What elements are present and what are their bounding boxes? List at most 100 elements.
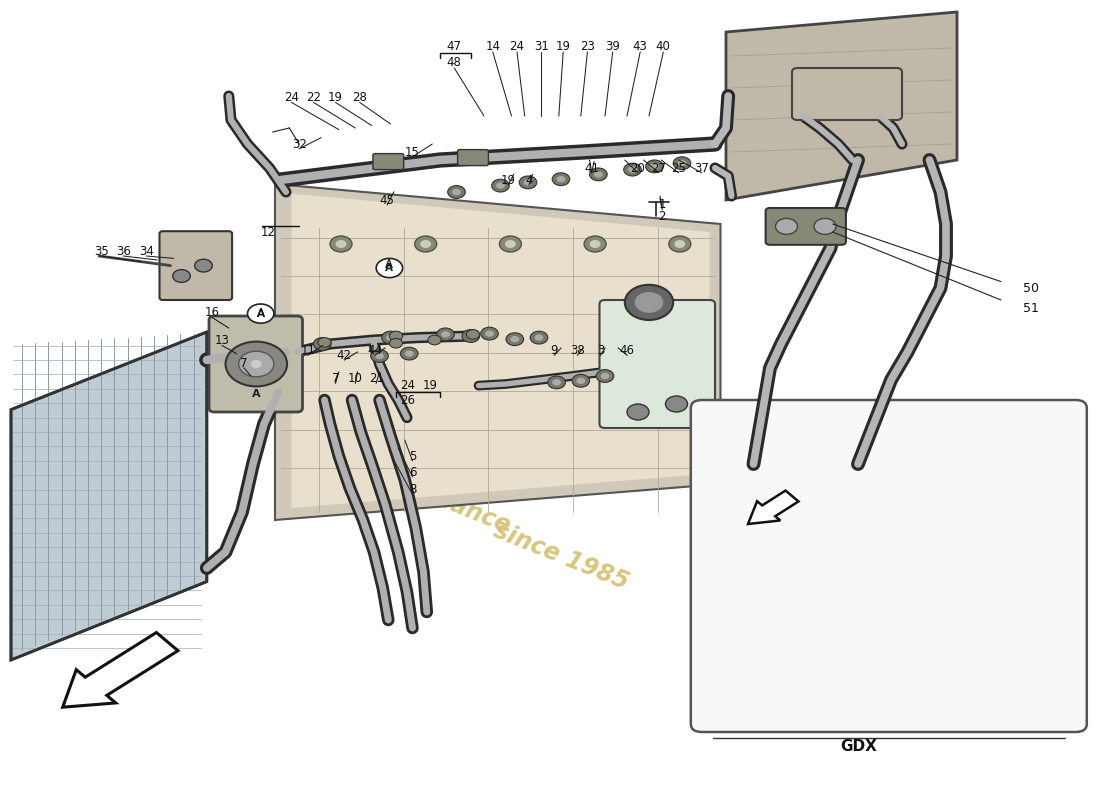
Circle shape [492,179,509,192]
Circle shape [448,186,465,198]
Text: 19: 19 [500,174,516,186]
Text: GDX: GDX [840,739,878,754]
Text: A: A [256,307,265,320]
Text: A: A [385,258,394,270]
Circle shape [590,240,601,248]
Text: 38: 38 [570,344,585,357]
Text: 12: 12 [261,226,276,238]
Circle shape [382,331,399,344]
Text: 45: 45 [379,194,395,206]
Circle shape [510,336,519,342]
Circle shape [530,331,548,344]
Circle shape [462,330,480,342]
Text: 47: 47 [447,40,462,53]
Circle shape [499,236,521,252]
Text: 19: 19 [556,40,571,53]
Text: 11: 11 [300,344,316,357]
Circle shape [375,353,384,359]
Circle shape [628,166,637,173]
Text: A: A [385,263,394,273]
FancyBboxPatch shape [458,150,488,166]
Circle shape [650,163,659,170]
Circle shape [386,334,395,341]
Polygon shape [275,184,720,520]
Text: 7: 7 [241,357,248,370]
Circle shape [557,176,565,182]
Circle shape [318,338,331,347]
Circle shape [601,373,609,379]
Text: 10: 10 [348,372,363,385]
Text: A: A [252,389,261,398]
Text: 7: 7 [332,372,339,385]
Circle shape [195,259,212,272]
Text: 36: 36 [116,245,131,258]
FancyArrow shape [748,490,799,524]
FancyArrow shape [63,633,178,707]
Text: 24: 24 [509,40,525,53]
FancyBboxPatch shape [792,68,902,120]
Text: 5: 5 [409,450,416,462]
Circle shape [420,240,431,248]
Circle shape [415,236,437,252]
Circle shape [552,379,561,386]
FancyBboxPatch shape [373,154,404,170]
Circle shape [594,171,603,178]
Circle shape [441,331,450,338]
Circle shape [506,333,524,346]
Text: a Maserati: a Maserati [305,428,443,503]
Text: 14: 14 [485,40,501,53]
Text: 31: 31 [534,40,549,53]
Circle shape [524,179,532,186]
Text: 46: 46 [619,344,635,357]
Text: 50: 50 [1023,282,1040,294]
FancyBboxPatch shape [691,400,1087,732]
Circle shape [627,404,649,420]
Circle shape [519,176,537,189]
FancyBboxPatch shape [160,231,232,300]
Text: 24: 24 [284,91,299,104]
Circle shape [314,338,331,350]
Text: 19: 19 [328,91,343,104]
Polygon shape [11,332,207,660]
Circle shape [584,236,606,252]
Circle shape [389,338,403,348]
Text: 41: 41 [584,162,600,174]
Text: 16: 16 [205,306,220,319]
Text: 23: 23 [580,40,595,53]
Circle shape [405,350,414,357]
Text: 8: 8 [409,483,416,496]
Circle shape [596,370,614,382]
Text: 3: 3 [597,344,604,357]
Text: 22: 22 [306,91,321,104]
Circle shape [669,236,691,252]
Circle shape [666,396,688,412]
Circle shape [248,304,274,323]
Circle shape [776,218,798,234]
Polygon shape [726,12,957,200]
Circle shape [400,347,418,360]
Text: A: A [256,309,265,318]
Text: 44: 44 [367,344,383,357]
Text: 39: 39 [605,40,620,53]
Text: 26: 26 [400,394,416,406]
FancyBboxPatch shape [600,300,715,428]
Circle shape [371,350,388,362]
Circle shape [389,331,403,341]
Text: 19: 19 [422,379,438,392]
Text: 35: 35 [94,245,109,258]
Text: 4: 4 [526,174,532,186]
Text: 13: 13 [214,334,230,347]
Text: 1: 1 [659,198,666,210]
Circle shape [576,378,585,384]
Text: 21: 21 [368,372,384,385]
Circle shape [466,330,480,339]
Text: 27: 27 [651,162,667,174]
Circle shape [814,218,836,234]
Circle shape [336,240,346,248]
Circle shape [590,168,607,181]
Circle shape [635,292,663,313]
Text: 6: 6 [409,466,416,478]
Circle shape [548,376,565,389]
Circle shape [251,360,262,368]
Text: since 1985: since 1985 [490,518,632,594]
